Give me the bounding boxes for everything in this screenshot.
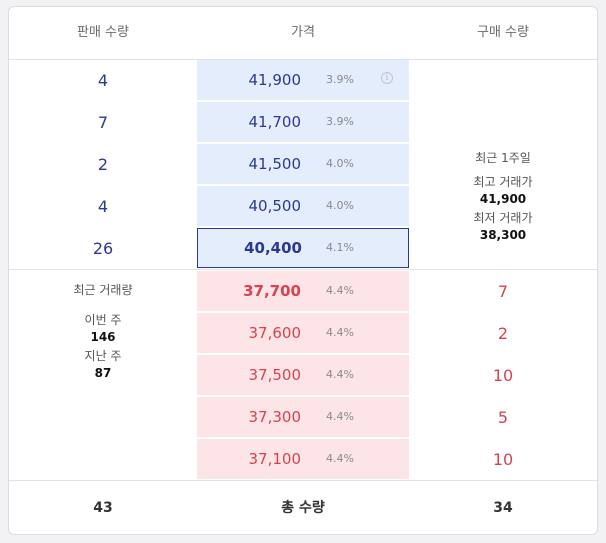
sell-order-row-current[interactable]: 26 40,400 4.1% xyxy=(9,228,597,270)
buy-price: 37,700 xyxy=(243,282,301,300)
this-week-label: 이번 주 xyxy=(84,313,122,327)
last-week-value: 87 xyxy=(94,366,112,380)
sell-price-cell[interactable]: 41,500 4.0% xyxy=(197,144,409,184)
buy-price: 37,600 xyxy=(248,324,302,342)
buy-qty: 10 xyxy=(492,366,514,385)
buy-total: 34 xyxy=(493,500,513,516)
buy-price-cell[interactable]: 37,300 4.4% xyxy=(197,397,409,437)
buy-rate: 4.4% xyxy=(326,326,354,339)
sell-price: 41,700 xyxy=(248,113,302,131)
buy-rate: 4.4% xyxy=(326,452,354,465)
buy-price: 37,500 xyxy=(248,366,302,384)
buy-rate: 4.4% xyxy=(326,284,354,297)
weekly-low-value: 38,300 xyxy=(479,228,527,242)
buy-price-cell[interactable]: 37,500 4.4% xyxy=(197,355,409,395)
buy-price: 37,100 xyxy=(248,450,302,468)
sell-rate: 4.0% xyxy=(326,199,354,212)
weekly-stats-title: 최근 1주일 xyxy=(475,151,531,165)
sell-qty: 7 xyxy=(97,113,109,132)
sell-qty: 26 xyxy=(92,239,114,258)
buy-qty-header: 구매 수량 xyxy=(477,25,529,40)
info-icon[interactable]: i xyxy=(381,72,393,84)
buy-price-cell[interactable]: 37,600 4.4% xyxy=(197,313,409,353)
sell-rate: 4.0% xyxy=(326,157,354,170)
volume-stats-title: 최근 거래량 xyxy=(73,283,133,297)
sell-price-cell[interactable]: 40,500 4.0% xyxy=(197,186,409,226)
buy-qty: 7 xyxy=(497,282,509,301)
buy-order-row[interactable]: 7 37,700 4.4% xyxy=(9,271,597,313)
weekly-high-label: 최고 거래가 xyxy=(473,175,533,189)
sell-rate: 3.9% xyxy=(326,73,354,86)
buy-order-row[interactable]: 10 37,500 4.4% xyxy=(9,355,597,397)
sell-rate: 4.1% xyxy=(326,241,354,254)
current-price: 40,400 xyxy=(244,239,302,257)
order-book-header: 판매 수량 가격 구매 수량 xyxy=(9,7,597,60)
buy-rate: 4.4% xyxy=(326,368,354,381)
sell-price: 41,500 xyxy=(248,155,302,173)
buy-order-row[interactable]: 2 37,600 4.4% xyxy=(9,313,597,355)
sell-price-cell[interactable]: 41,900 3.9% i xyxy=(197,60,409,100)
sell-price: 41,900 xyxy=(248,71,302,89)
weekly-stats: 최근 1주일 최고 거래가 41,900 최저 거래가 38,300 xyxy=(409,149,597,243)
sell-qty-header: 판매 수량 xyxy=(77,25,129,40)
sell-qty: 2 xyxy=(97,155,109,174)
buy-price: 37,300 xyxy=(248,408,302,426)
order-book-divider xyxy=(9,269,597,270)
volume-stats: 최근 거래량 이번 주 146 지난 주 87 xyxy=(9,281,197,381)
sell-order-row[interactable]: 7 41,700 3.9% xyxy=(9,102,597,144)
current-price-cell[interactable]: 40,400 4.1% xyxy=(197,228,409,268)
sell-order-row[interactable]: 2 41,500 4.0% xyxy=(9,144,597,186)
weekly-high-value: 41,900 xyxy=(479,192,527,206)
sell-qty: 4 xyxy=(97,197,109,216)
sell-order-row[interactable]: 4 41,900 3.9% i xyxy=(9,60,597,102)
order-book-panel: 판매 수량 가격 구매 수량 4 41,900 3.9% i 7 41,700 … xyxy=(8,6,598,535)
this-week-value: 146 xyxy=(90,330,116,344)
sell-rate: 3.9% xyxy=(326,115,354,128)
weekly-low-label: 최저 거래가 xyxy=(473,211,533,225)
buy-price-cell[interactable]: 37,700 4.4% xyxy=(197,271,409,311)
price-header: 가격 xyxy=(291,25,315,40)
total-label: 총 수량 xyxy=(281,500,325,516)
buy-rate: 4.4% xyxy=(326,410,354,423)
sell-price-cell[interactable]: 41,700 3.9% xyxy=(197,102,409,142)
buy-qty: 2 xyxy=(497,324,509,343)
buy-order-row[interactable]: 5 37,300 4.4% xyxy=(9,397,597,439)
sell-qty: 4 xyxy=(97,71,109,90)
sell-price: 40,500 xyxy=(248,197,302,215)
buy-qty: 5 xyxy=(497,408,509,427)
sell-order-row[interactable]: 4 40,500 4.0% xyxy=(9,186,597,228)
order-book-footer: 43 총 수량 34 xyxy=(9,480,597,534)
sell-total: 43 xyxy=(93,500,113,516)
buy-qty: 10 xyxy=(492,450,514,469)
buy-order-row[interactable]: 10 37,100 4.4% xyxy=(9,439,597,481)
last-week-label: 지난 주 xyxy=(84,349,122,363)
buy-price-cell[interactable]: 37,100 4.4% xyxy=(197,439,409,479)
